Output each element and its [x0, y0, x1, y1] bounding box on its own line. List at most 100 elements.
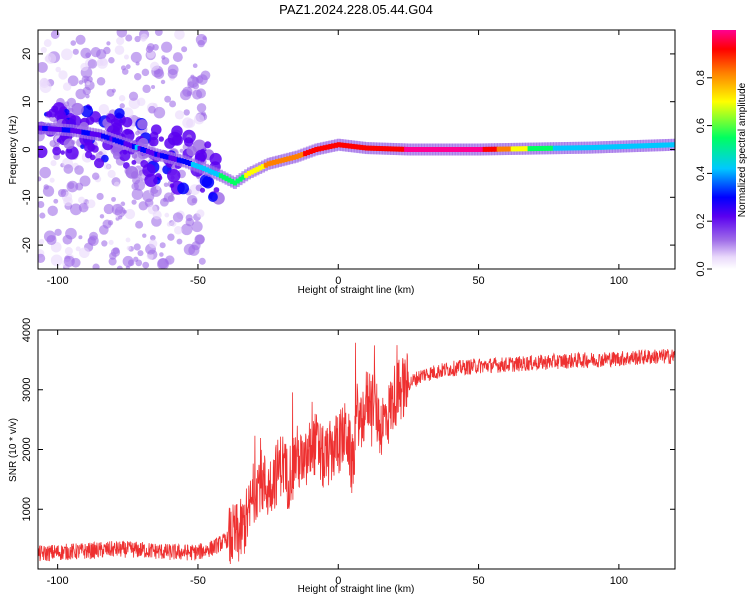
energy-blob: [105, 113, 116, 124]
ridge-cell: [474, 147, 479, 152]
x-tick-label: -50: [190, 575, 206, 587]
ridge-cell: [325, 144, 330, 150]
energy-blob: [164, 137, 176, 149]
ridge-cell: [263, 162, 268, 168]
y-tick-label: 3000: [21, 378, 33, 402]
noise-blob: [188, 244, 200, 256]
noise-blob: [192, 63, 198, 69]
energy-blob: [167, 168, 181, 183]
noise-blob: [99, 214, 105, 219]
ridge-cell: [482, 146, 487, 152]
ridge-cell: [78, 129, 83, 135]
ridge-cell: [283, 157, 288, 163]
ridge-cell: [300, 152, 305, 158]
noise-blob: [89, 231, 98, 241]
noise-blob: [172, 52, 183, 63]
noise-blob: [174, 110, 185, 120]
noise-blob: [125, 265, 130, 269]
ridge-cell: [634, 143, 639, 149]
ridge-cell: [558, 145, 563, 151]
noise-blob: [152, 44, 159, 51]
ridge-cell: [286, 156, 291, 162]
ridge-cell: [227, 177, 232, 183]
ridge-cell: [541, 145, 546, 151]
ridge-cell: [606, 144, 611, 150]
ridge-cell: [378, 146, 383, 152]
ridge-cell: [572, 145, 577, 151]
noise-blob: [50, 30, 60, 39]
ridge-cell: [566, 145, 571, 151]
noise-blob: [61, 48, 73, 61]
noise-blob: [197, 39, 205, 48]
noise-blob: [114, 45, 125, 55]
ridge-cell: [373, 145, 378, 151]
noise-blob: [63, 164, 74, 174]
energy-blob: [65, 146, 79, 160]
noise-blob: [63, 196, 73, 207]
ridge-cell: [443, 147, 448, 152]
noise-blob: [161, 41, 173, 53]
noise-blob: [75, 246, 81, 252]
ridge-cell: [387, 146, 392, 152]
noise-blob: [108, 257, 117, 266]
ridge-cell: [580, 145, 585, 151]
ridge-cell: [123, 141, 128, 147]
energy-blob: [114, 108, 125, 119]
ridge-cell: [653, 142, 658, 148]
ridge-cell: [376, 145, 381, 151]
noise-blob: [111, 196, 116, 202]
ridge-cell: [381, 146, 386, 152]
ridge-cell: [95, 132, 100, 138]
ridge-cell: [81, 129, 86, 135]
energy-blob: [207, 192, 218, 203]
ridge-cell: [651, 142, 656, 148]
colorbar: 0.0 0.2 0.4 0.6 0.8 Normalized spectral ampl…: [695, 30, 748, 277]
ridge-cell: [103, 134, 108, 140]
ridge-cell: [126, 142, 131, 148]
noise-blob: [123, 54, 129, 60]
ridge-cell: [418, 147, 423, 152]
ridge-cell: [148, 149, 153, 155]
ridge-cell: [38, 125, 41, 131]
noise-blob: [38, 201, 45, 209]
snr-plot-area: [38, 330, 675, 569]
ridge-cell: [608, 144, 613, 150]
ridge-cell: [594, 144, 599, 150]
ridge-cell: [446, 147, 451, 152]
noise-blob: [57, 188, 67, 198]
energy-blob: [171, 125, 183, 138]
noise-blob: [50, 254, 63, 267]
noise-blob: [164, 212, 170, 218]
ridge-cell: [165, 154, 170, 160]
colorbar-ticks: 0.0 0.2 0.4 0.6 0.8: [695, 70, 712, 277]
ridge-cell: [47, 126, 52, 132]
colorbar-label: Normalized spectral amplitude: [737, 82, 748, 217]
ridge-cell: [409, 147, 414, 152]
ridge-cell: [289, 155, 294, 161]
ridge-cell: [667, 142, 672, 148]
noise-blob: [43, 78, 48, 83]
ridge-cell: [521, 146, 526, 152]
ridge-cell: [415, 147, 420, 152]
energy-blob: [60, 150, 65, 155]
noise-blob: [118, 215, 123, 220]
ridge-cell: [50, 126, 55, 132]
y-tick-label: 4000: [21, 318, 33, 342]
ridge-cell: [272, 159, 277, 165]
energy-blob: [142, 163, 156, 177]
ridge-cell: [188, 160, 193, 166]
noise-blob: [172, 212, 184, 223]
ridge-cell: [87, 130, 92, 136]
energy-blob: [113, 151, 121, 160]
ridge-cell: [176, 157, 181, 163]
ridge-cell: [524, 146, 529, 152]
ridge-cell: [202, 166, 207, 172]
noise-blob: [113, 181, 120, 188]
noise-blob: [86, 81, 91, 86]
noise-blob: [133, 243, 141, 251]
energy-blob: [186, 145, 197, 157]
noise-blob: [153, 68, 165, 80]
energy-blob: [51, 105, 59, 113]
noise-blob: [63, 255, 75, 267]
ridge-cell: [179, 158, 184, 164]
